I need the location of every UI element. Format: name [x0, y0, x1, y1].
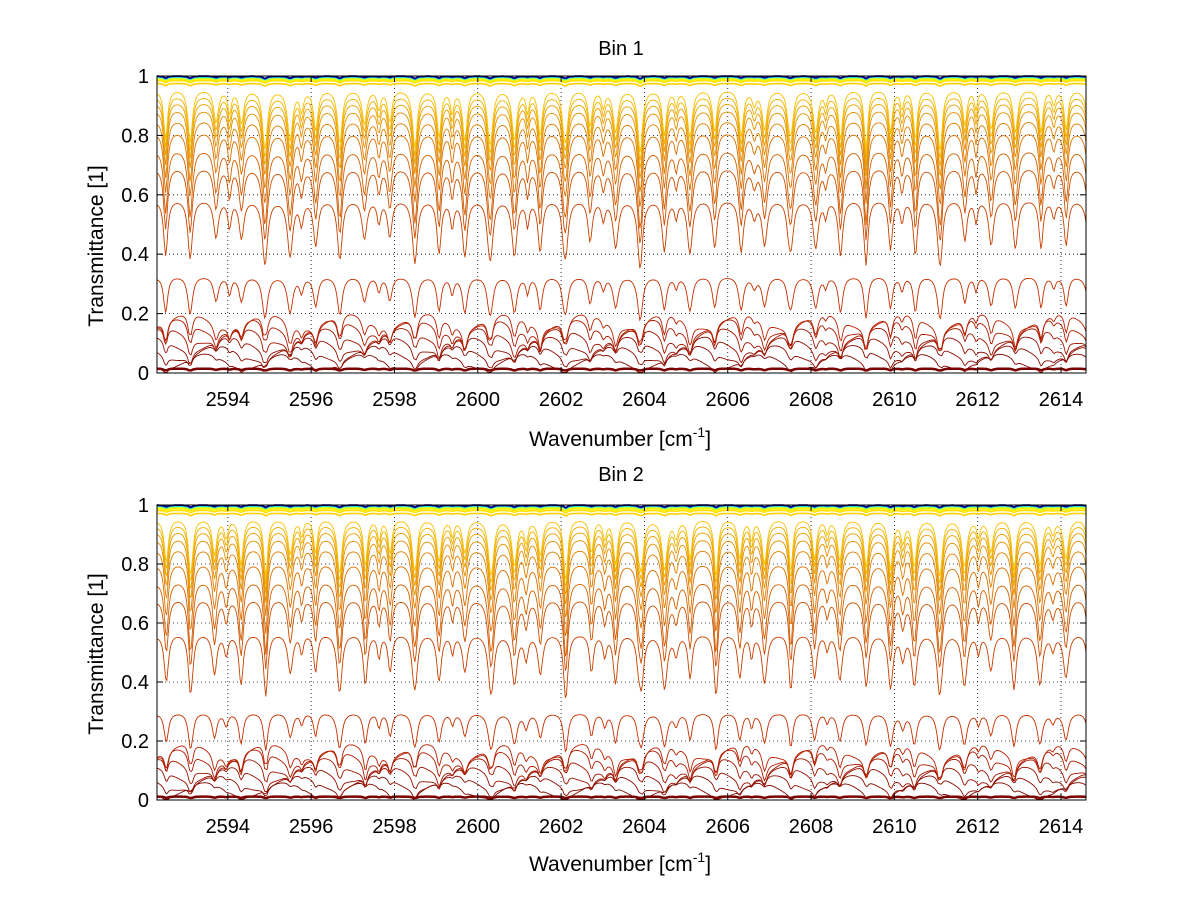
series-line [156, 766, 1087, 793]
series-line [156, 122, 1087, 192]
series-line [156, 565, 1087, 636]
series-line [156, 314, 1087, 350]
x-axis-label-end: ] [705, 428, 711, 451]
y-tick-label: 1 [138, 495, 149, 517]
y-tick-label: 0.8 [121, 125, 149, 147]
x-axis-label-main: Wavenumber [cm [529, 853, 693, 876]
y-tick-label: 1 [138, 66, 149, 88]
series-line [156, 152, 1087, 229]
x-tick-label: 2598 [372, 389, 417, 411]
x-tick-label: 2594 [206, 389, 251, 411]
series-line [156, 345, 1087, 370]
series-line [156, 782, 1087, 800]
series-line [157, 367, 1087, 372]
series-line [156, 277, 1087, 322]
series-line [157, 507, 1087, 513]
x-tick-label: 2596 [289, 816, 334, 838]
y-tick-label: 0.8 [121, 554, 149, 576]
y-tick-label: 0.2 [121, 304, 149, 326]
series-line [156, 91, 1087, 153]
series-line [156, 636, 1087, 698]
chart-panel-bin-2: Bin 2 2594 2596 2598 2600 2602 2604 2606 2608 26… [85, 464, 1087, 876]
x-tick-label: 2610 [872, 389, 917, 411]
x-ticks: 2594 2596 2598 2600 2602 2604 2606 2608 2610 2612… [206, 76, 1084, 411]
x-tick-label: 2596 [289, 389, 334, 411]
x-tick-label: 2594 [206, 816, 251, 838]
y-axis-label: Transmittance [1] [85, 573, 108, 734]
series-line [156, 521, 1087, 580]
series-line [156, 97, 1087, 161]
x-tick-label: 2614 [1039, 389, 1084, 411]
y-ticks: 0 0.2 0.4 0.6 0.8 1 [121, 495, 1086, 812]
x-tick-label: 2604 [622, 389, 667, 411]
x-axis-label: Wavenumber [cm-1] [529, 424, 711, 451]
series-line [156, 758, 1087, 788]
series-line [156, 775, 1087, 798]
x-ticks: 2594 2596 2598 2600 2602 2604 2606 2608 2610 2612… [206, 505, 1084, 838]
y-tick-label: 0 [138, 790, 149, 812]
series-line [156, 584, 1087, 657]
series-line [156, 111, 1087, 179]
x-axis-label-superscript: -1 [693, 424, 706, 440]
series-line [157, 506, 1087, 511]
x-tick-label: 2606 [705, 816, 750, 838]
axes-frame [156, 504, 1087, 801]
series-line [157, 78, 1087, 83]
y-axis-label: Transmittance [1] [85, 165, 108, 326]
x-tick-label: 2612 [955, 816, 1000, 838]
chart-title: Bin 1 [598, 38, 644, 60]
series-line [156, 526, 1087, 587]
y-tick-label: 0 [138, 363, 149, 385]
series-line [157, 82, 1087, 88]
series-line [156, 202, 1087, 269]
chart-title: Bin 2 [598, 464, 644, 486]
series-line [156, 540, 1087, 605]
series-line [156, 532, 1087, 595]
y-tick-label: 0.6 [121, 185, 149, 207]
series-line [156, 601, 1087, 671]
series-line [156, 336, 1087, 364]
x-tick-label: 2612 [955, 389, 1000, 411]
x-tick-label: 2614 [1039, 816, 1084, 838]
x-tick-label: 2598 [372, 816, 417, 838]
x-axis-label: Wavenumber [cm-1] [529, 849, 711, 876]
x-tick-label: 2602 [539, 389, 584, 411]
axes-frame [156, 75, 1087, 374]
series-line [157, 509, 1087, 514]
x-axis-label-superscript: -1 [693, 849, 706, 865]
x-tick-label: 2608 [789, 389, 834, 411]
y-tick-label: 0.4 [121, 672, 149, 694]
series-line [157, 79, 1087, 85]
series-line [156, 134, 1087, 207]
series-line [157, 512, 1087, 517]
x-tick-label: 2604 [622, 816, 667, 838]
x-tick-label: 2600 [456, 816, 501, 838]
series-line [156, 353, 1087, 373]
x-tick-label: 2600 [456, 389, 501, 411]
series-line [156, 550, 1087, 618]
x-tick-label: 2606 [705, 389, 750, 411]
y-tick-label: 0.4 [121, 244, 149, 266]
x-tick-label: 2610 [872, 816, 917, 838]
y-tick-label: 0.6 [121, 613, 149, 635]
series-line [157, 795, 1087, 800]
x-axis-label-end: ] [705, 853, 711, 876]
series-line [156, 714, 1087, 753]
x-tick-label: 2608 [789, 816, 834, 838]
y-tick-label: 0.2 [121, 731, 149, 753]
series-line [156, 103, 1087, 169]
series-line [156, 170, 1087, 244]
series-line [156, 744, 1087, 779]
y-ticks: 0 0.2 0.4 0.6 0.8 1 [121, 66, 1086, 385]
chart-panel-bin-1: Bin 1 2594 2596 2598 2600 2602 2604 2606 2608 26… [85, 38, 1087, 451]
x-axis-label-main: Wavenumber [cm [529, 428, 693, 451]
x-tick-label: 2602 [539, 816, 584, 838]
